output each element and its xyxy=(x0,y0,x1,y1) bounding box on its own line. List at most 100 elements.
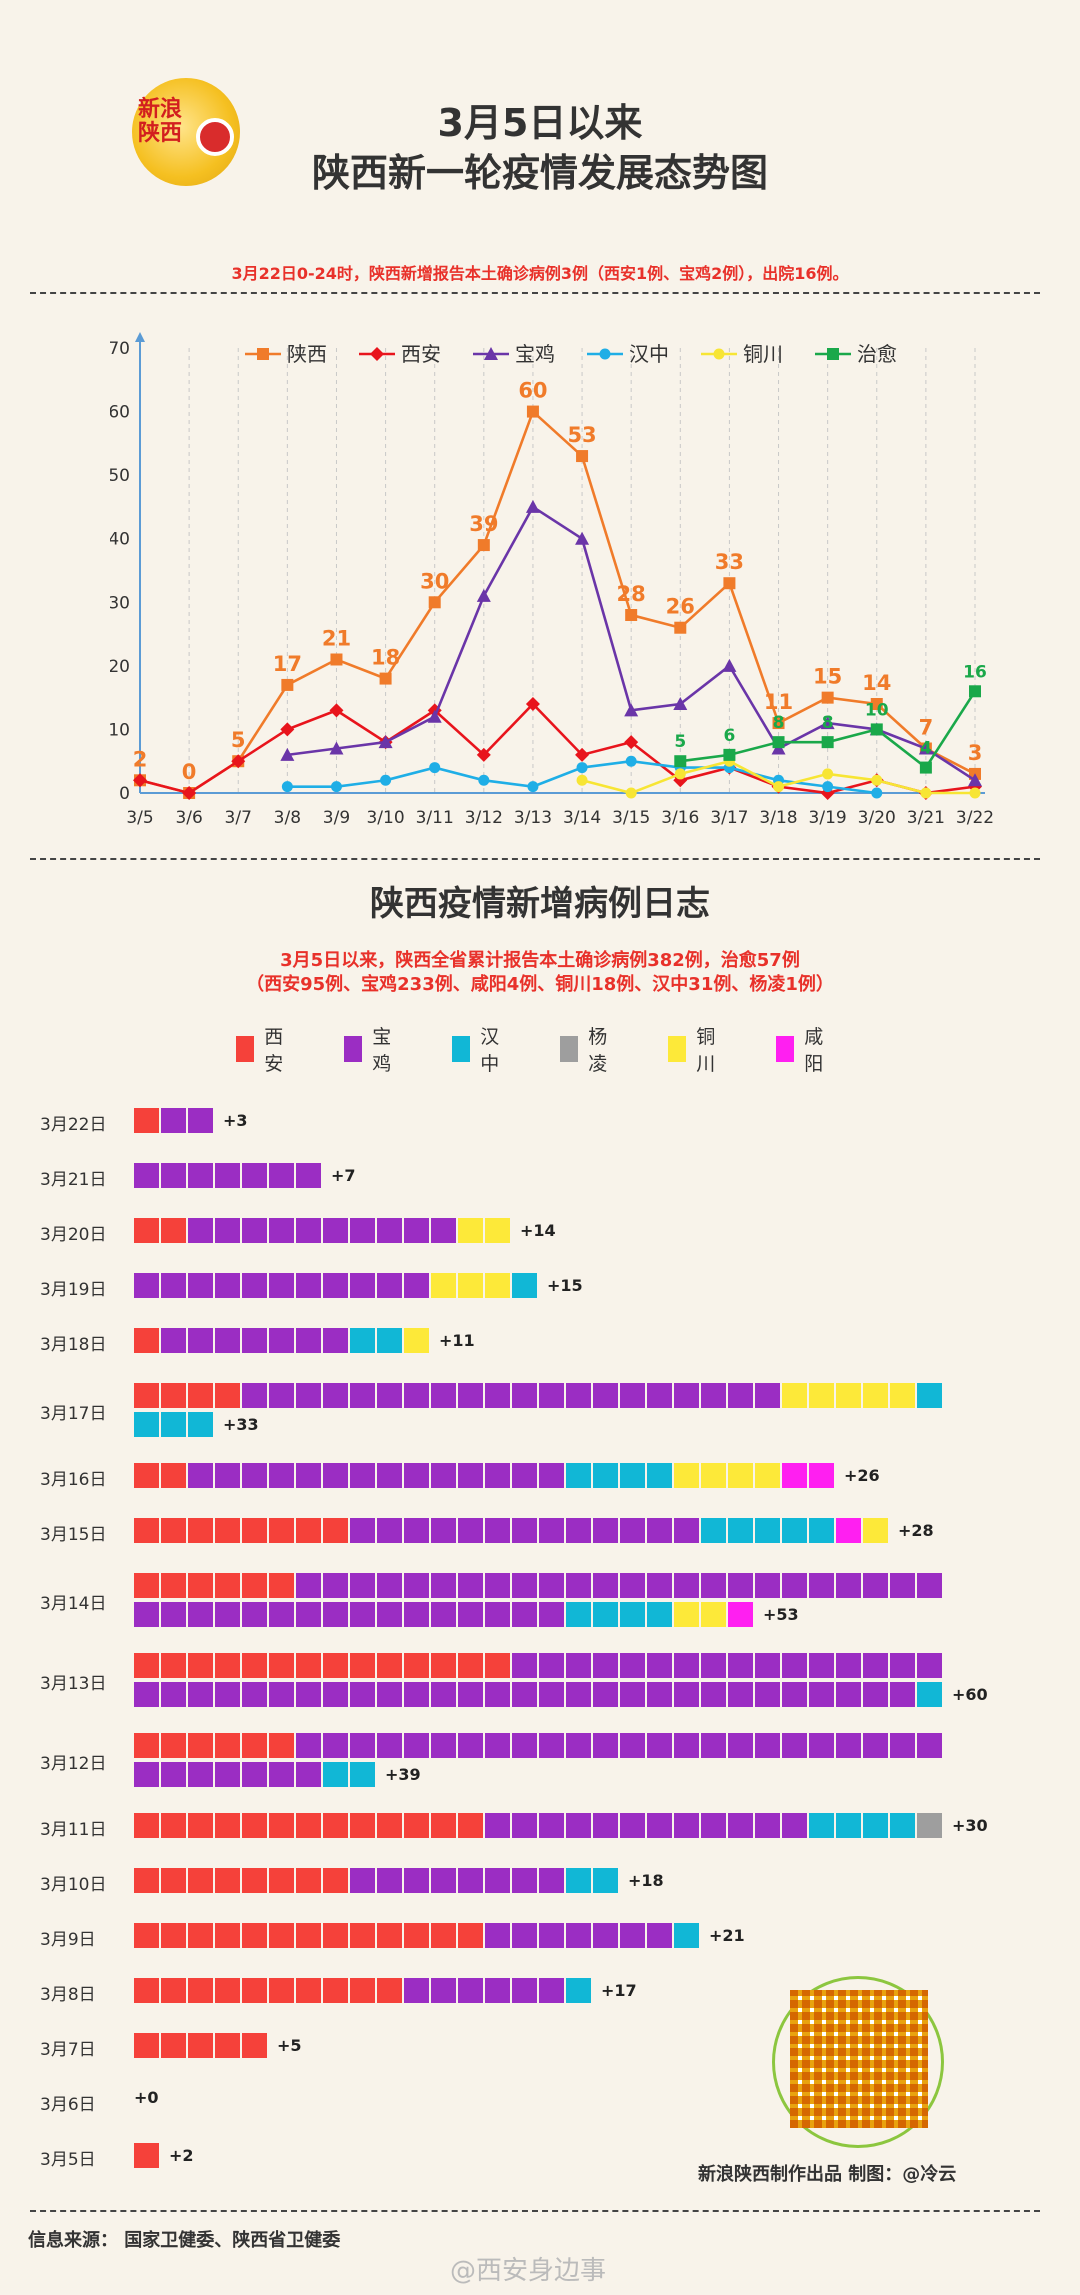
bar-line: +0 xyxy=(134,2088,159,2107)
case-cell xyxy=(134,1762,159,1787)
city-legend-item: 汉中 xyxy=(452,1026,507,1075)
y-tick-label: 20 xyxy=(110,657,130,677)
data-point xyxy=(674,621,687,634)
case-cell xyxy=(242,1923,267,1948)
data-point xyxy=(820,716,835,730)
case-cell xyxy=(512,1518,537,1543)
case-cell xyxy=(620,1463,645,1488)
case-cell xyxy=(728,1573,753,1598)
case-cell xyxy=(188,1978,213,2003)
data-point xyxy=(182,786,197,800)
case-cell xyxy=(566,1923,591,1948)
day-total: +5 xyxy=(277,2036,302,2055)
case-cell xyxy=(593,1573,618,1598)
legend-label: 汉中 xyxy=(480,1026,500,1075)
case-cell xyxy=(134,1108,159,1133)
case-cell xyxy=(242,1328,267,1353)
data-point xyxy=(427,709,442,723)
case-cell xyxy=(836,1518,861,1543)
case-cell xyxy=(188,1273,213,1298)
case-cell xyxy=(269,1163,294,1188)
case-cell xyxy=(458,1273,483,1298)
case-cell xyxy=(755,1518,780,1543)
case-cell xyxy=(593,1602,618,1627)
case-cell xyxy=(269,1328,294,1353)
case-cell xyxy=(404,1682,429,1707)
case-cell xyxy=(674,1682,699,1707)
case-cell xyxy=(242,1762,267,1787)
case-cell xyxy=(350,1923,375,1948)
case-cell xyxy=(215,1328,240,1353)
case-cell xyxy=(431,1978,456,2003)
bar-line: +15 xyxy=(134,1273,583,1298)
x-tick-label: 3/7 xyxy=(225,808,252,828)
day-bar: +11 xyxy=(134,1328,475,1353)
case-cell xyxy=(296,1682,321,1707)
day-label: 3月10日 xyxy=(40,1874,107,1895)
case-cell xyxy=(350,1573,375,1598)
case-cell xyxy=(566,1653,591,1678)
case-cell xyxy=(404,1218,429,1243)
case-cell xyxy=(593,1653,618,1678)
case-cell xyxy=(161,1813,186,1838)
case-cell xyxy=(215,1733,240,1758)
legend-entry-5: 治愈 xyxy=(815,342,897,366)
case-cell xyxy=(566,1868,591,1893)
divider-middle xyxy=(30,858,1040,860)
case-cell xyxy=(836,1682,861,1707)
case-cell xyxy=(161,1108,186,1133)
case-cell xyxy=(350,1868,375,1893)
case-cell xyxy=(323,1762,348,1787)
case-cell xyxy=(161,1868,186,1893)
day-bar: +21 xyxy=(134,1923,745,1948)
legend-swatch xyxy=(452,1036,471,1062)
day-bar: +17 xyxy=(134,1978,637,2003)
case-cell xyxy=(188,1813,213,1838)
day-label: 3月7日 xyxy=(40,2039,96,2060)
case-cell xyxy=(755,1813,780,1838)
data-label: 4 xyxy=(920,739,932,759)
case-cell xyxy=(458,1602,483,1627)
case-cell xyxy=(863,1518,888,1543)
case-cell xyxy=(620,1518,645,1543)
case-cell xyxy=(458,1383,483,1408)
case-cell xyxy=(161,1163,186,1188)
case-cell xyxy=(782,1463,807,1488)
case-cell xyxy=(512,1682,537,1707)
case-cell xyxy=(134,2033,159,2058)
case-cell xyxy=(269,1813,294,1838)
case-cell xyxy=(728,1682,753,1707)
day-bar: +5 xyxy=(134,2033,302,2058)
data-point xyxy=(821,736,834,749)
case-cell xyxy=(188,1518,213,1543)
x-tick-label: 3/5 xyxy=(126,808,153,828)
case-cell xyxy=(809,1518,834,1543)
case-cell xyxy=(701,1602,726,1627)
case-cell xyxy=(458,1868,483,1893)
case-cell xyxy=(350,1383,375,1408)
case-cell xyxy=(215,1573,240,1598)
data-label: 3 xyxy=(968,741,983,765)
case-cell xyxy=(782,1518,807,1543)
case-cell xyxy=(539,1518,564,1543)
data-label: 5 xyxy=(674,732,686,752)
x-tick-label: 3/21 xyxy=(907,808,945,828)
bar-line: +11 xyxy=(134,1328,475,1353)
case-cell xyxy=(377,1218,402,1243)
case-cell xyxy=(431,1218,456,1243)
day-label: 3月13日 xyxy=(40,1674,107,1694)
case-cell xyxy=(296,1762,321,1787)
case-cell xyxy=(188,1328,213,1353)
data-point xyxy=(674,768,686,780)
data-label: 53 xyxy=(567,423,596,447)
case-cell xyxy=(242,1868,267,1893)
day-bar: +30 xyxy=(134,1813,988,1838)
case-cell xyxy=(566,1602,591,1627)
case-cell xyxy=(647,1653,672,1678)
qr-code-icon[interactable] xyxy=(790,1990,928,2128)
case-cell xyxy=(755,1733,780,1758)
y-tick-label: 0 xyxy=(119,784,130,804)
case-cell xyxy=(809,1383,834,1408)
case-cell xyxy=(431,1573,456,1598)
case-cell xyxy=(161,1653,186,1678)
